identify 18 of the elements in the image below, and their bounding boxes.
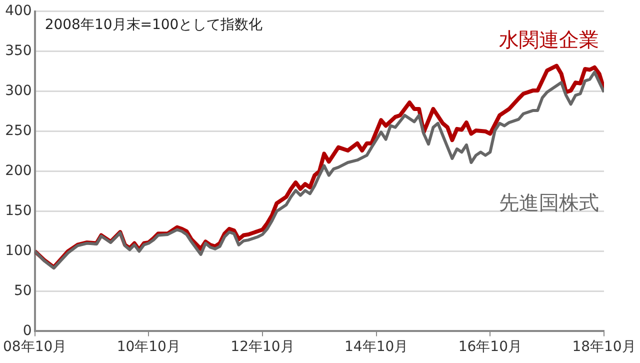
x-tick-label: 18年10月 [572, 339, 636, 356]
y-tick-label: 150 [5, 202, 32, 219]
y-tick-label: 250 [5, 122, 32, 139]
y-tick-label: 200 [5, 162, 32, 179]
y-tick-label: 400 [5, 3, 32, 20]
y-tick-label: 350 [5, 43, 32, 60]
y-tick-label: 100 [5, 242, 32, 259]
x-tick-label: 16年10月 [458, 339, 522, 356]
x-tick-label: 08年10月 [2, 339, 67, 356]
y-tick-label: 50 [14, 282, 32, 299]
y-tick-label: 300 [5, 82, 32, 99]
series-label: 先進国株式 [499, 190, 599, 214]
x-tick-label: 10年10月 [116, 339, 180, 356]
y-tick-label: 0 [22, 322, 32, 339]
x-tick-label: 12年10月 [230, 339, 294, 356]
x-tick-label: 14年10月 [344, 339, 408, 356]
series-label: 水関連企業 [499, 28, 599, 52]
annotation: 2008年10月末=100として指数化 [44, 17, 263, 34]
